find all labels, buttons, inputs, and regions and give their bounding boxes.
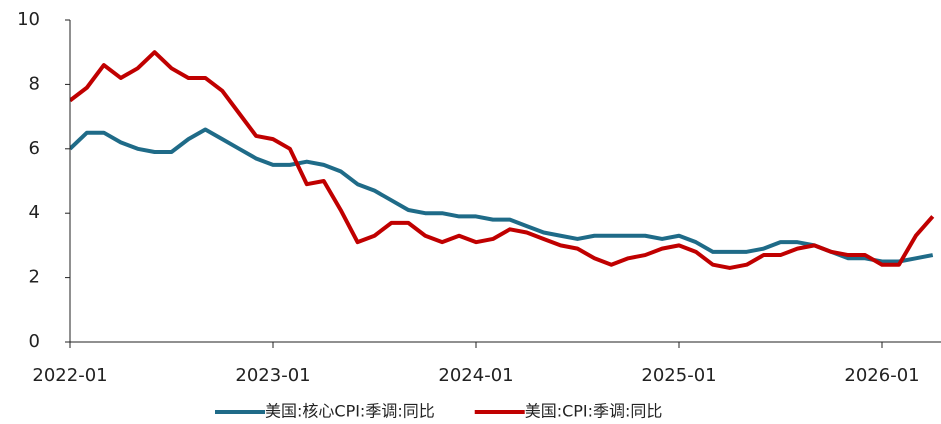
y-tick-label: 4	[29, 202, 40, 223]
y-tick-label: 8	[29, 73, 40, 94]
legend-label: 美国:CPI:季调:同比	[525, 402, 663, 421]
y-tick-label: 2	[29, 267, 40, 288]
x-tick-label: 2023-01	[235, 365, 310, 386]
x-tick-label: 2025-01	[641, 365, 716, 386]
x-tick-label: 2026-01	[844, 365, 919, 386]
x-tick-label: 2024-01	[438, 365, 513, 386]
plot-area	[70, 50, 935, 270]
series-line	[70, 127, 934, 264]
y-tick-label: 6	[29, 138, 40, 159]
legend-label: 美国:核心CPI:季调:同比	[265, 402, 435, 421]
y-tick-label: 10	[17, 9, 40, 30]
series-line	[70, 50, 935, 270]
x-tick-label: 2022-01	[32, 365, 107, 386]
y-tick-label: 0	[29, 331, 40, 352]
